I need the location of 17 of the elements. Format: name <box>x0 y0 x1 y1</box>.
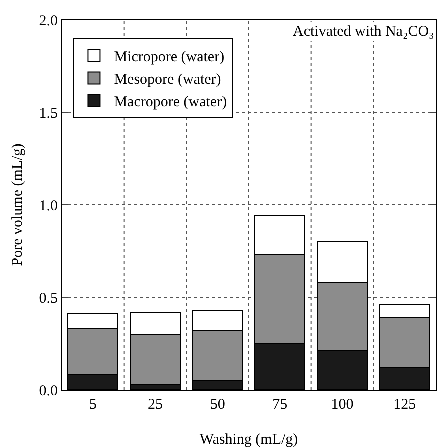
x-tick-label: 75 <box>272 397 288 413</box>
y-tick-label: 1.0 <box>39 198 58 214</box>
y-tick-label: 1.5 <box>39 106 58 122</box>
x-tick-label: 125 <box>394 397 416 413</box>
y-tick-label: 0.0 <box>39 383 58 400</box>
x-axis-title: Washing (mL/g) <box>200 432 298 448</box>
legend-label: Micropore (water) <box>114 50 225 66</box>
x-tick-label: 5 <box>89 397 97 413</box>
x-tick-label: 100 <box>331 397 354 413</box>
legend-label: Mesopore (water) <box>114 72 222 88</box>
x-tick-label: 25 <box>148 397 163 413</box>
x-tick-label: 50 <box>210 397 226 413</box>
y-axis-title: Pore volume (mL/g) <box>10 144 26 266</box>
y-tick-label: 2.0 <box>39 13 58 30</box>
annotation: Activated with Na₂CO₃ <box>293 24 434 40</box>
y-tick-label: 0.5 <box>39 290 58 307</box>
legend-label: Macropore (water) <box>114 94 228 111</box>
